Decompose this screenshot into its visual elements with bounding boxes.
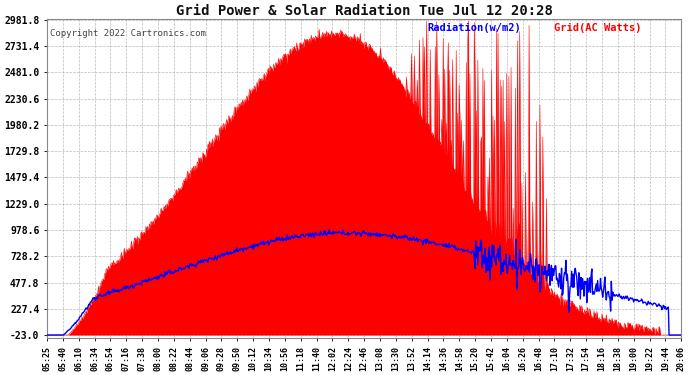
- Text: Radiation(w/m2): Radiation(w/m2): [428, 22, 522, 33]
- Text: Grid(AC Watts): Grid(AC Watts): [555, 22, 642, 33]
- Text: Copyright 2022 Cartronics.com: Copyright 2022 Cartronics.com: [50, 29, 206, 38]
- Title: Grid Power & Solar Radiation Tue Jul 12 20:28: Grid Power & Solar Radiation Tue Jul 12 …: [176, 4, 553, 18]
